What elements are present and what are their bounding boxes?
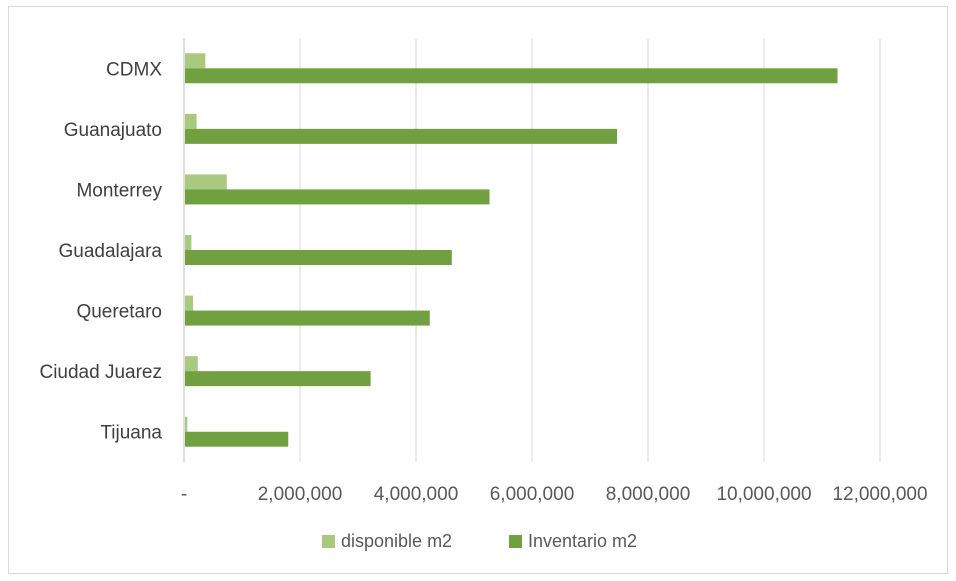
bars [185,53,838,447]
gridlines [183,38,881,462]
x-tick-labels: - 2,000,000 4,000,000 6,000,000 8,000,000 10,… [181,484,928,505]
x-tick-label: 12,000,000 [832,484,927,505]
x-tick-label: - [181,484,187,505]
category-label: Guadalajara [58,241,162,262]
bar-disponible [185,53,206,69]
legend-label: disponible m2 [341,531,452,551]
bar-disponible [185,295,194,311]
category-label: Monterrey [76,180,162,201]
bar-inventario [185,310,430,326]
legend-label: Inventario m2 [528,531,637,551]
bar-disponible [185,235,192,250]
x-tick-label: 6,000,000 [490,484,575,505]
category-label: CDMX [106,59,162,80]
legend-swatch [509,535,522,548]
bar-inventario [185,68,838,84]
legend-swatch [322,535,335,548]
bar-disponible [185,416,188,432]
bar-inventario [185,128,618,144]
bar-disponible [185,113,197,129]
x-tick-label: 8,000,000 [606,484,691,505]
bar-inventario [185,371,371,387]
legend: disponible m2 Inventario m2 [322,531,637,551]
x-tick-label: 4,000,000 [374,484,459,505]
x-tick-label: 2,000,000 [258,484,343,505]
category-labels: CDMX Guanajuato Monterrey Guadalajara Queret… [39,59,162,443]
chart-frame [8,6,948,574]
category-label: Queretaro [76,302,162,323]
bar-inventario [185,431,289,447]
bar-inventario [185,250,452,265]
bar-disponible [185,174,227,190]
x-tick-label: 10,000,000 [716,484,811,505]
category-label: Tijuana [100,423,162,444]
category-label: Ciudad Juarez [39,362,162,383]
bar-inventario [185,189,490,205]
category-label: Guanajuato [64,120,162,141]
bar-disponible [185,356,198,372]
